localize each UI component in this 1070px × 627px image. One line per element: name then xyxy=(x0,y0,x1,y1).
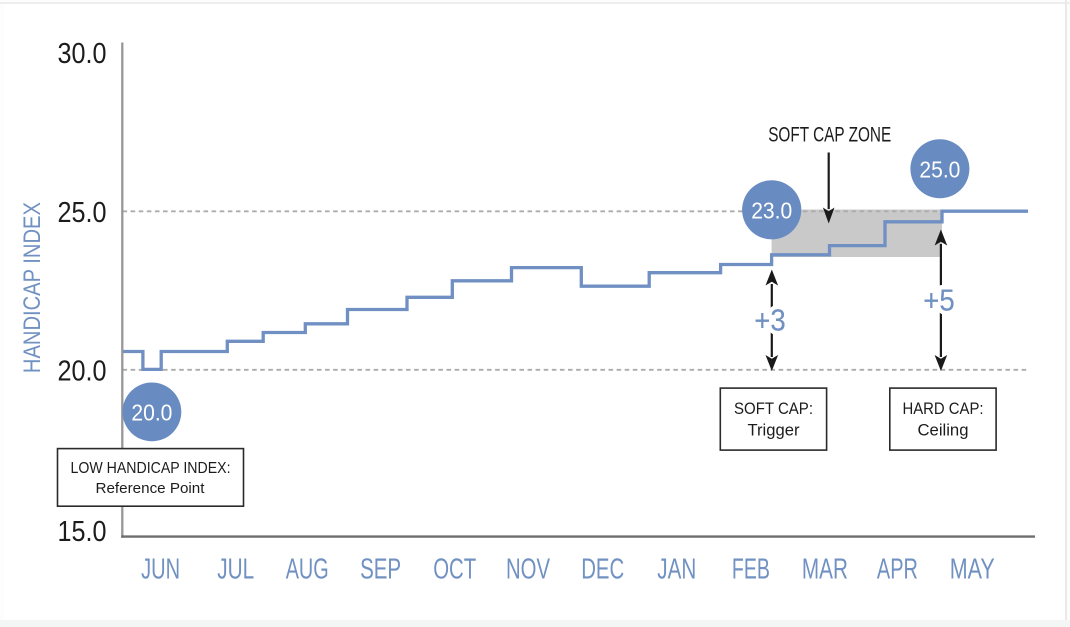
svg-text:FEB: FEB xyxy=(732,553,770,585)
svg-text:DEC: DEC xyxy=(581,553,624,585)
svg-text:25.0: 25.0 xyxy=(58,197,107,229)
svg-text:OCT: OCT xyxy=(433,553,476,585)
svg-text:+3: +3 xyxy=(754,302,786,337)
svg-text:JAN: JAN xyxy=(657,553,696,585)
svg-text:APR: APR xyxy=(877,553,918,585)
svg-text:MAR: MAR xyxy=(802,553,848,585)
svg-text:Ceiling: Ceiling xyxy=(918,420,969,439)
svg-text:SEP: SEP xyxy=(360,553,401,585)
svg-text:JUL: JUL xyxy=(217,553,254,585)
svg-text:+5: +5 xyxy=(923,283,955,318)
svg-text:+5: +5 xyxy=(923,283,955,318)
svg-text:HARD CAP:: HARD CAP: xyxy=(903,399,984,418)
svg-text:SOFT CAP:: SOFT CAP: xyxy=(734,399,813,418)
svg-text:MAY: MAY xyxy=(950,553,995,585)
svg-text:AUG: AUG xyxy=(286,553,329,585)
svg-text:20.0: 20.0 xyxy=(131,399,172,425)
svg-text:+3: +3 xyxy=(754,302,786,337)
svg-text:JUN: JUN xyxy=(141,553,180,585)
svg-text:NOV: NOV xyxy=(506,553,550,585)
svg-text:25.0: 25.0 xyxy=(919,156,960,182)
svg-text:LOW HANDICAP INDEX:: LOW HANDICAP INDEX: xyxy=(71,460,231,477)
svg-text:23.0: 23.0 xyxy=(751,197,792,223)
svg-text:SOFT CAP ZONE: SOFT CAP ZONE xyxy=(768,124,891,147)
svg-text:Reference Point: Reference Point xyxy=(96,480,206,497)
svg-text:30.0: 30.0 xyxy=(58,38,107,70)
svg-text:15.0: 15.0 xyxy=(58,516,107,548)
svg-text:20.0: 20.0 xyxy=(58,355,107,387)
svg-text:Trigger: Trigger xyxy=(748,420,800,439)
svg-text:HANDICAP INDEX: HANDICAP INDEX xyxy=(19,202,46,373)
